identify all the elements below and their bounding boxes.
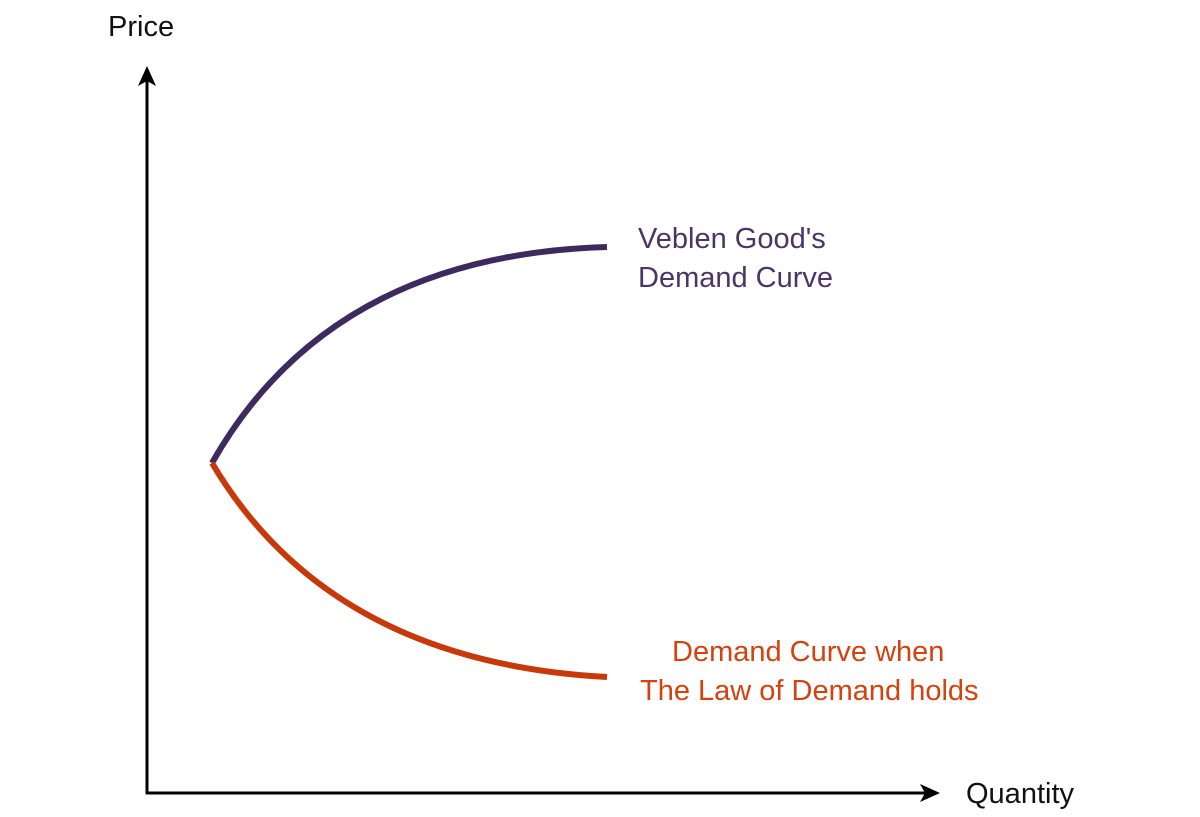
x-axis-arrow — [920, 784, 940, 802]
veblen-curve — [209, 244, 608, 465]
curve-label: Demand Curve — [638, 262, 833, 294]
law-of-demand-curve — [209, 461, 608, 680]
curve-label: The Law of Demand holds — [640, 675, 979, 707]
curve-label: Veblen Good's — [638, 223, 826, 255]
x-axis-label: Quantity — [966, 778, 1074, 810]
curve-label: Demand Curve when — [672, 636, 944, 668]
y-axis-arrow — [138, 66, 156, 86]
y-axis-label: Price — [108, 11, 174, 43]
